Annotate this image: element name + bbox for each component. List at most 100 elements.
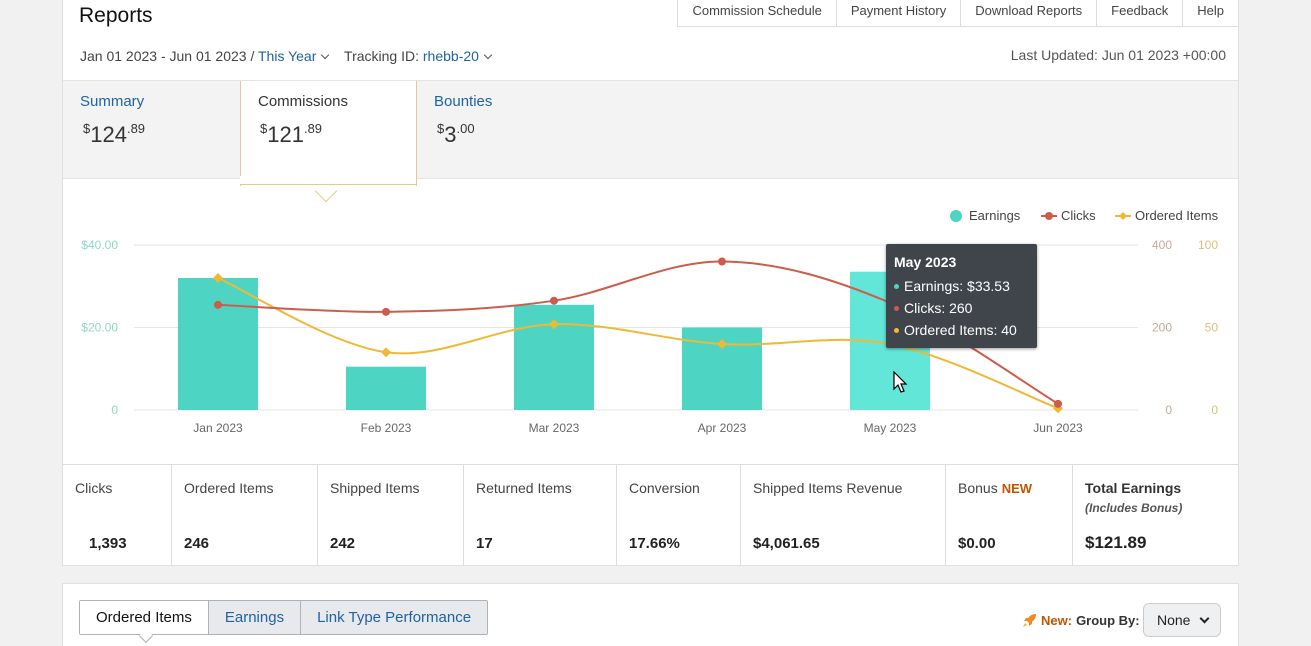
x-tick-label: Jan 2023 bbox=[193, 421, 243, 435]
group-by-select[interactable]: None bbox=[1143, 603, 1221, 637]
clicks-point bbox=[214, 300, 222, 309]
tracking-id-dropdown[interactable]: rhebb-20 bbox=[422, 48, 479, 64]
tab-commissions-amount: $121.89 bbox=[260, 121, 323, 147]
chart-tooltip: May 2023 Earnings: $33.53 Clicks: 260 Or… bbox=[886, 244, 1037, 348]
y-right-clicks-tick-label: 400 bbox=[1152, 238, 1172, 252]
stat-value: 246 bbox=[184, 535, 210, 552]
stat-value: 17.66% bbox=[629, 535, 680, 552]
stat-conversion: Conversion 17.66% bbox=[617, 465, 741, 566]
stat-clicks: Clicks 1,393 bbox=[63, 465, 172, 566]
period-dropdown[interactable]: This Year bbox=[258, 48, 317, 64]
tab-commissions-label: Commissions bbox=[258, 93, 349, 110]
tab-commissions[interactable]: Commissions $121.89 bbox=[240, 81, 417, 186]
stats-bar: Clicks 1,393 Ordered Items 246 Shipped I… bbox=[63, 464, 1238, 566]
last-updated: Last Updated: Jun 01 2023 +00:00 bbox=[1010, 47, 1226, 63]
ordered-items-point bbox=[213, 273, 223, 283]
y-right-clicks-tick-label: 200 bbox=[1152, 321, 1172, 335]
detail-tabs: Ordered Items Earnings Link Type Perform… bbox=[79, 600, 489, 635]
stat-value: $4,061.65 bbox=[753, 535, 820, 552]
stat-returned-items: Returned Items 17 bbox=[464, 465, 617, 566]
stat-value: 242 bbox=[330, 535, 356, 552]
stat-label: Clicks bbox=[75, 480, 113, 496]
stat-bonus: Bonus NEW $0.00 bbox=[946, 465, 1073, 566]
legend-clicks-label: Clicks bbox=[1061, 208, 1096, 223]
tooltip-ordered: Ordered Items: 40 bbox=[894, 319, 1029, 341]
legend-clicks[interactable]: Clicks bbox=[1041, 208, 1096, 223]
chevron-down-icon[interactable] bbox=[483, 50, 493, 60]
y-left-tick-label: $20.00 bbox=[81, 321, 118, 335]
rocket-icon bbox=[1023, 614, 1036, 627]
stat-label: Bonus NEW bbox=[958, 480, 1033, 496]
feedback-link[interactable]: Feedback bbox=[1097, 0, 1184, 26]
stat-value: 17 bbox=[476, 535, 493, 552]
tab-summary[interactable]: Summary $124.89 bbox=[63, 81, 240, 180]
stat-value: $121.89 bbox=[1085, 533, 1147, 552]
tooltip-earnings: Earnings: $33.53 bbox=[894, 275, 1029, 297]
y-left-tick-label: $40.00 bbox=[81, 238, 118, 252]
stat-label: Total Earnings bbox=[1085, 480, 1182, 496]
tab-bounties-amount: $3.00 bbox=[437, 121, 475, 147]
commission-schedule-link[interactable]: Commission Schedule bbox=[678, 0, 837, 26]
help-link[interactable]: Help bbox=[1197, 3, 1224, 18]
ordered-items-point bbox=[717, 339, 727, 349]
payment-history-link[interactable]: Payment History bbox=[837, 0, 962, 26]
earnings-bar bbox=[346, 366, 426, 410]
x-tick-label: Feb 2023 bbox=[361, 421, 412, 435]
stat-shipped-items: Shipped Items 242 bbox=[318, 465, 464, 566]
new-badge: NEW bbox=[1001, 481, 1033, 496]
stat-label: Shipped Items bbox=[330, 480, 420, 496]
y-right-ordered-tick-label: 0 bbox=[1211, 403, 1218, 417]
stat-shipped-revenue: Shipped Items Revenue $4,061.65 bbox=[741, 465, 946, 566]
tab-summary-amount: $124.89 bbox=[83, 121, 146, 147]
stat-label: Shipped Items Revenue bbox=[753, 480, 903, 496]
ordered-items-point bbox=[549, 319, 559, 330]
group-by-label: Group By: bbox=[1076, 612, 1140, 628]
legend-earnings-label: Earnings bbox=[969, 208, 1021, 223]
mouse-cursor-icon bbox=[893, 371, 908, 393]
ordered-items-legend-icon bbox=[1115, 211, 1131, 220]
new-label: New: bbox=[1041, 612, 1073, 628]
stat-label: Returned Items bbox=[476, 480, 572, 496]
filter-bar: Jan 01 2023 - Jun 01 2023 / This Year Tr… bbox=[80, 48, 495, 64]
stat-label: Conversion bbox=[629, 480, 700, 496]
y-right-clicks-tick-label: 0 bbox=[1165, 403, 1172, 417]
clicks-point bbox=[550, 296, 558, 305]
earnings-legend-icon bbox=[950, 209, 962, 222]
tooltip-title: May 2023 bbox=[894, 254, 957, 270]
clicks-point bbox=[382, 307, 390, 316]
clicks-point bbox=[718, 257, 726, 266]
legend-ordered-label: Ordered Items bbox=[1135, 208, 1219, 223]
x-tick-label: Apr 2023 bbox=[698, 421, 747, 435]
y-right-ordered-tick-label: 50 bbox=[1205, 321, 1219, 335]
earnings-bar bbox=[178, 278, 258, 410]
stat-total-earnings: Total Earnings (Includes Bonus) $121.89 bbox=[1073, 465, 1238, 566]
y-right-ordered-tick-label: 100 bbox=[1198, 238, 1218, 252]
tab-pointer-cover bbox=[240, 176, 415, 184]
download-reports-link[interactable]: Download Reports bbox=[961, 0, 1098, 26]
stat-value: $0.00 bbox=[958, 535, 996, 552]
tab-earnings[interactable]: Earnings bbox=[208, 601, 302, 634]
x-tick-label: Mar 2023 bbox=[529, 421, 580, 435]
tab-ordered-items[interactable]: Ordered Items bbox=[80, 601, 209, 634]
x-tick-label: Jun 2023 bbox=[1033, 421, 1083, 435]
stat-sublabel: (Includes Bonus) bbox=[1085, 501, 1183, 515]
legend-earnings[interactable]: Earnings bbox=[949, 208, 1020, 223]
tracking-label: Tracking ID: bbox=[344, 48, 419, 64]
tab-bounties[interactable]: Bounties $3.00 bbox=[417, 81, 594, 180]
stat-value: 1,393 bbox=[89, 535, 127, 552]
tab-bottom-line bbox=[240, 184, 416, 185]
date-range: Jan 01 2023 - Jun 01 2023 / bbox=[80, 48, 255, 64]
stat-label: Ordered Items bbox=[184, 480, 274, 496]
group-by-value: None bbox=[1157, 612, 1191, 628]
group-by-control: New: Group By: bbox=[1022, 612, 1140, 628]
y-left-tick-label: 0 bbox=[111, 403, 118, 417]
ordered-items-line bbox=[217, 277, 1059, 410]
tab-summary-label: Summary bbox=[80, 93, 145, 110]
top-links: Commission Schedule Payment History Down… bbox=[677, 0, 1238, 27]
clicks-legend-icon bbox=[1041, 211, 1057, 220]
legend-ordered-items[interactable]: Ordered Items bbox=[1115, 208, 1218, 223]
tab-bounties-label: Bounties bbox=[434, 93, 493, 110]
chevron-down-icon[interactable] bbox=[321, 50, 330, 60]
report-tabs: Summary $124.89 Commissions $121.89 Boun… bbox=[63, 80, 1238, 186]
tab-link-type-performance[interactable]: Link Type Performance bbox=[301, 601, 488, 634]
